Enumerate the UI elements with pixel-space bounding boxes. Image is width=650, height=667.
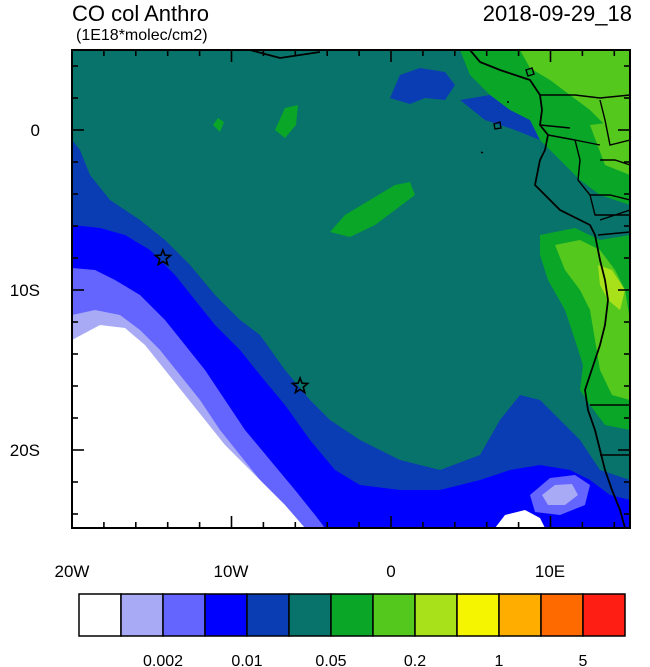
x-tick-label-10e: 10E bbox=[535, 562, 565, 581]
colorbar-swatch bbox=[204, 593, 248, 637]
band-white bbox=[72, 325, 305, 528]
colorbar-label-1: 1 bbox=[495, 653, 504, 667]
colorbar bbox=[78, 593, 626, 637]
marker-layer bbox=[153, 247, 310, 395]
colorbar-swatch bbox=[414, 593, 458, 637]
ocean-green-1 bbox=[330, 182, 415, 237]
ocean-green-2 bbox=[275, 105, 298, 138]
y-tick-label-0: 0 bbox=[31, 121, 40, 140]
country-borders bbox=[539, 94, 630, 456]
colorbar-swatch bbox=[78, 593, 122, 637]
star-marker bbox=[153, 247, 173, 267]
colorbar-swatch bbox=[120, 593, 164, 637]
star-marker bbox=[290, 375, 310, 395]
colorbar-swatch bbox=[288, 593, 332, 637]
colorbar-swatch bbox=[330, 593, 374, 637]
band-blue-north bbox=[390, 68, 455, 104]
colorbar-swatch bbox=[456, 593, 500, 637]
y-tick-label-10s: 10S bbox=[10, 281, 40, 300]
x-tick-label-10w: 10W bbox=[214, 562, 249, 581]
y-tick-label-20s: 20S bbox=[10, 441, 40, 460]
colorbar-swatch bbox=[246, 593, 290, 637]
map-title: CO col Anthro bbox=[72, 1, 209, 26]
band-blue-north2 bbox=[460, 95, 540, 140]
coast-patch-white bbox=[495, 510, 545, 528]
colorbar-swatch bbox=[162, 593, 206, 637]
map-field bbox=[72, 50, 630, 528]
coastlines bbox=[249, 50, 630, 528]
colorbar-swatch bbox=[498, 593, 542, 637]
colorbar-swatch bbox=[540, 593, 584, 637]
map-units: (1E18*molec/cm2) bbox=[76, 27, 208, 44]
island-2 bbox=[493, 121, 502, 130]
colorbar-label-005: 0.05 bbox=[315, 653, 346, 667]
island-1 bbox=[525, 67, 535, 77]
colorbar-label-001: 0.01 bbox=[231, 653, 262, 667]
colorbar-swatch bbox=[582, 593, 626, 637]
x-tick-label-0: 0 bbox=[386, 562, 395, 581]
coast-patch-light bbox=[542, 484, 578, 505]
ocean-green-3 bbox=[213, 118, 224, 132]
colorbar-label-02: 0.2 bbox=[404, 653, 426, 667]
axis-ticks bbox=[71, 50, 630, 528]
colorbar-label-5: 5 bbox=[579, 653, 588, 667]
map-datetime: 2018-09-29_18 bbox=[482, 1, 632, 26]
colorbar-swatch bbox=[372, 593, 416, 637]
plot-frame bbox=[71, 49, 631, 529]
colorbar-label-0002: 0.002 bbox=[143, 653, 183, 667]
island-4 bbox=[480, 151, 484, 154]
x-tick-label-20w: 20W bbox=[55, 562, 90, 581]
